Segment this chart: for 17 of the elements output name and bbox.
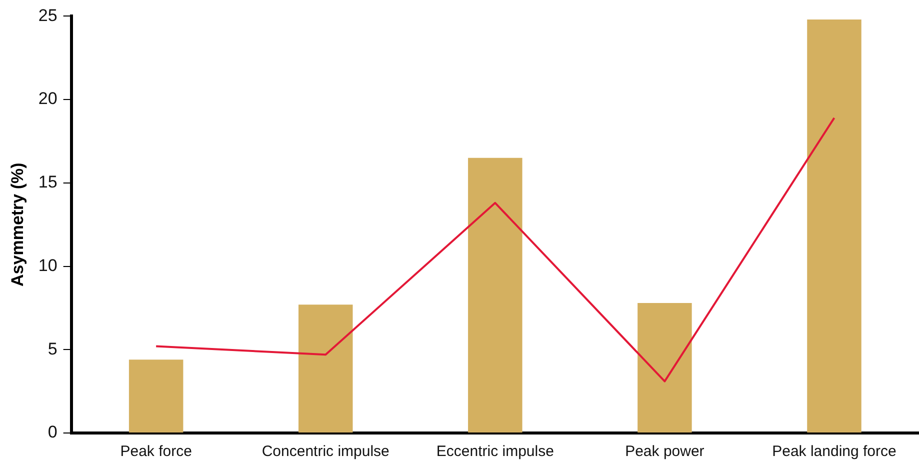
x-tick-label: Peak landing force <box>772 443 896 460</box>
y-axis-title: Asymmetry (%) <box>8 162 27 286</box>
x-tick-label: Eccentric impulse <box>436 443 554 460</box>
y-tick-label: 20 <box>38 89 58 108</box>
y-tick-label: 5 <box>48 339 58 358</box>
y-tick-label: 15 <box>38 172 58 192</box>
x-tick-label: Concentric impulse <box>262 443 390 460</box>
y-tick-label: 10 <box>38 256 58 275</box>
bar <box>638 302 692 432</box>
bar <box>128 360 184 432</box>
x-tick-label: Peak power <box>625 443 704 460</box>
y-tick-label: 0 <box>48 422 58 442</box>
bar <box>807 20 862 432</box>
bar <box>298 304 353 432</box>
bar <box>468 158 522 432</box>
x-tick-label: Peak force <box>120 443 192 460</box>
y-tick-label: 25 <box>38 6 58 25</box>
